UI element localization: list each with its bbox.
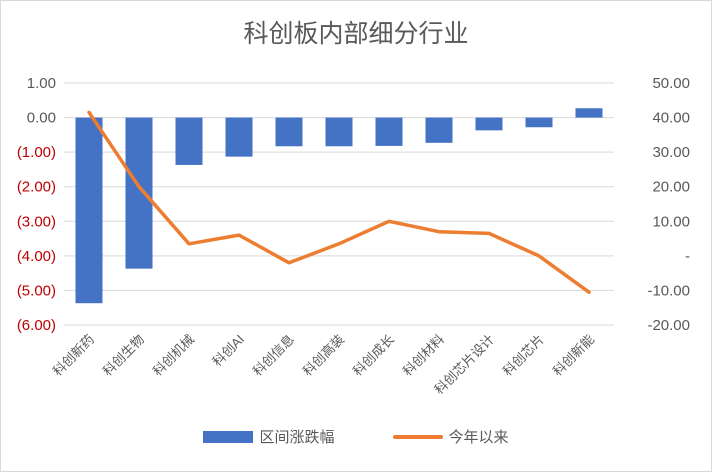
legend: 区间涨跌幅 今年以来 <box>0 426 712 447</box>
bar <box>475 117 503 131</box>
bar <box>425 117 453 143</box>
legend-item-bar[interactable]: 区间涨跌幅 <box>203 426 335 447</box>
left-tick-label: (1.00) <box>17 144 56 161</box>
bar <box>275 117 303 147</box>
legend-label-line: 今年以来 <box>448 428 509 446</box>
legend-item-line[interactable]: 今年以来 <box>392 426 509 447</box>
right-tick-label: 10.00 <box>652 213 690 230</box>
left-tick-label: 1.00 <box>27 75 56 92</box>
right-axis-ticks: 50.00 40.00 30.00 20.00 10.00 - -10.00 -20.00 <box>647 75 690 334</box>
legend-label-bar: 区间涨跌幅 <box>259 428 335 446</box>
right-tick-label: 20.00 <box>652 179 690 196</box>
category-label: 科创高装 <box>300 332 347 379</box>
legend-swatch-bar <box>203 430 254 443</box>
right-tick-label: -10.00 <box>647 282 690 299</box>
category-label: 科创新药 <box>50 332 97 379</box>
left-tick-label: (5.00) <box>17 282 56 299</box>
bar <box>375 117 403 146</box>
line-series <box>87 110 591 294</box>
bar <box>175 117 203 165</box>
bar <box>125 117 153 269</box>
right-tick-label: - <box>685 248 690 265</box>
bar <box>525 117 553 128</box>
right-tick-label: 40.00 <box>652 110 690 127</box>
left-tick-label: (3.00) <box>17 213 56 230</box>
bar <box>225 117 253 157</box>
bar-series <box>75 108 603 304</box>
left-tick-label: (6.00) <box>17 317 56 334</box>
category-label: 科创材料 <box>400 332 447 379</box>
category-label: 科创AI <box>209 332 247 370</box>
chart-title: 科创板内部细分行业 <box>243 19 469 48</box>
category-label: 科创新能 <box>550 332 597 379</box>
legend-swatch-line <box>392 434 443 439</box>
bar <box>325 117 353 147</box>
left-tick-label: (4.00) <box>17 248 56 265</box>
left-axis-ticks: 1.00 0.00 (1.00) (2.00) (3.00) (4.00) (5.00) (6… <box>17 75 56 334</box>
bar <box>75 117 103 304</box>
bar <box>575 108 603 118</box>
category-label: 科创成长 <box>350 332 397 379</box>
left-tick-label: (2.00) <box>17 179 56 196</box>
category-label: 科创生物 <box>100 332 147 379</box>
category-label: 科创机械 <box>150 332 197 379</box>
category-label: 科创芯片 <box>500 332 547 379</box>
category-label: 科创信息 <box>250 332 297 379</box>
right-tick-label: -20.00 <box>647 317 690 334</box>
gridlines <box>64 82 614 326</box>
right-tick-label: 30.00 <box>652 144 690 161</box>
left-tick-label: 0.00 <box>27 110 56 127</box>
right-tick-label: 50.00 <box>652 75 690 92</box>
